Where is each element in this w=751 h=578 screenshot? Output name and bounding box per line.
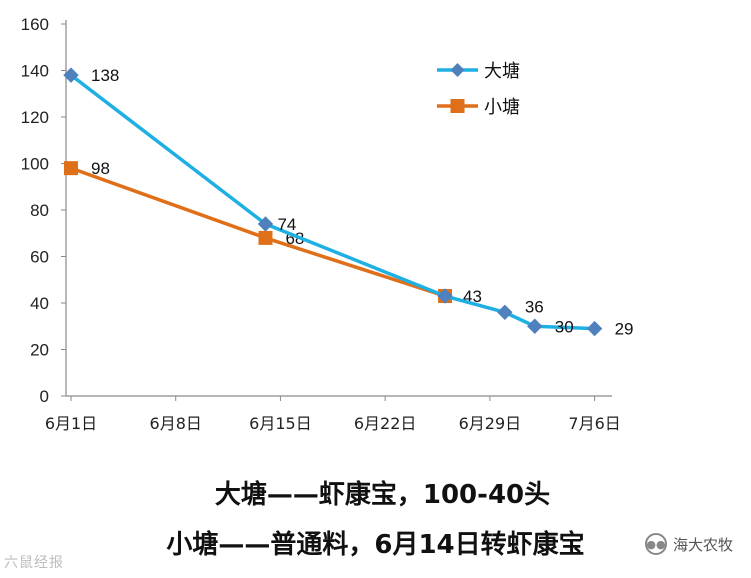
data-point-diamond [527,318,543,334]
x-tick-label: 7月6日 [568,414,620,433]
data-label: 29 [615,320,634,339]
x-axis-ticks: 6月1日 6月8日 6月15日 6月22日 6月29日 7月6日 [45,396,621,433]
x-tick-label: 6月1日 [45,414,97,433]
x-tick-label: 6月15日 [249,414,312,433]
data-label: 30 [555,317,574,336]
data-point-diamond [497,304,513,321]
y-tick-label: 40 [30,294,49,313]
y-axis-ticks: 0 20 40 60 80 100 120 140 160 [21,15,66,406]
x-tick-label: 6月22日 [354,414,417,433]
data-label: 74 [277,215,296,234]
y-tick-label: 120 [21,108,49,127]
data-point-diamond [586,320,603,337]
legend-label: 大塘 [484,61,520,82]
data-point-square [258,230,273,245]
series-line [69,73,595,331]
caption-small-pond: 小塘——普通料，6月14日转虾康宝 [166,530,585,560]
series-large-pond: 138 74 36 30 29 [63,66,634,339]
legend-label: 小塘 [484,97,520,118]
x-tick-label: 6月29日 [459,414,522,433]
data-label: 98 [91,159,110,178]
y-tick-label: 80 [30,201,49,220]
line-chart: 0 20 40 60 80 100 120 140 160 6月1日 6月8日 6月15日 6月22日… [21,15,634,433]
y-tick-label: 20 [30,341,49,360]
legend-marker-diamond [450,63,465,77]
data-point-diamond [437,288,453,304]
watermark-left: 六鼠经报 [4,555,64,571]
wechat-icon: ●● [644,533,667,555]
legend-item: 大塘 [437,61,520,82]
caption-large-pond: 大塘——虾康宝，100-40头 [214,480,551,510]
y-tick-label: 60 [30,248,49,267]
y-tick-label: 0 [40,387,49,406]
series-line [70,166,446,298]
y-tick-label: 140 [21,62,49,81]
x-tick-label: 6月8日 [150,414,202,433]
chart-axes [65,20,612,397]
y-tick-label: 160 [21,15,49,34]
y-tick-label: 100 [21,155,49,174]
watermark-right: ●● 海大农牧 [644,533,733,555]
data-point-square [64,161,78,176]
data-point-diamond [257,216,274,232]
legend-marker-square [450,99,465,113]
legend-item: 小塘 [437,97,520,118]
data-label: 138 [91,66,119,85]
data-point-diamond [63,67,79,83]
watermark-right-label: 海大农牧 [672,535,733,554]
data-label: 36 [525,297,544,316]
